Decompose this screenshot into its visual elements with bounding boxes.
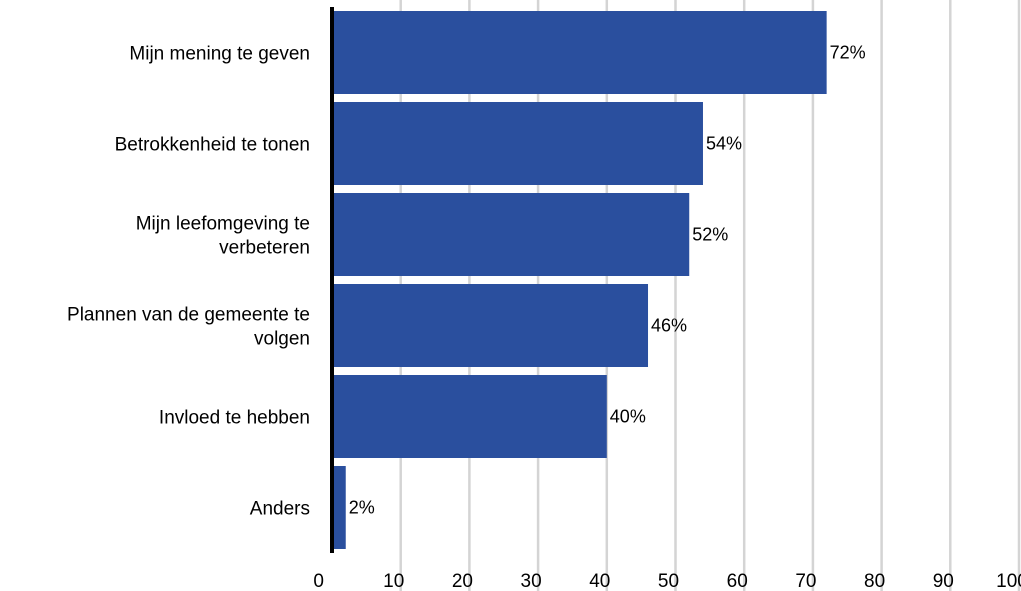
data-label: 40% bbox=[610, 407, 646, 427]
data-label: 54% bbox=[706, 134, 742, 154]
bar bbox=[334, 284, 649, 367]
data-label: 52% bbox=[692, 225, 728, 245]
x-tick-label: 20 bbox=[452, 571, 473, 591]
data-label: 46% bbox=[651, 316, 687, 336]
category-label-line: Betrokkenheid te tonen bbox=[115, 135, 310, 156]
x-tick-label: 90 bbox=[933, 571, 954, 591]
bar bbox=[334, 102, 703, 185]
bar bbox=[334, 466, 346, 549]
category-label-line: Invloed te hebben bbox=[159, 408, 310, 429]
category-label-line: Plannen van de gemeente te bbox=[67, 305, 310, 326]
category-label-line: Mijn leefomgeving te bbox=[136, 214, 310, 235]
category-label: Invloed te hebben bbox=[159, 408, 310, 429]
category-label: Mijn leefomgeving te verbeteren bbox=[136, 214, 310, 259]
data-label: 2% bbox=[349, 498, 375, 518]
x-tick-label: 0 bbox=[313, 571, 324, 591]
bar bbox=[334, 11, 827, 94]
x-tick-label: 60 bbox=[727, 571, 748, 591]
x-tick-label: 30 bbox=[521, 571, 542, 591]
category-label: Mijn mening te geven bbox=[129, 44, 310, 65]
x-tick-label: 40 bbox=[589, 571, 610, 591]
x-tick-labels: 0 10 20 30 40 50 60 70 80 90 100 bbox=[313, 571, 1021, 591]
data-label: 72% bbox=[830, 43, 866, 63]
bar bbox=[334, 375, 607, 458]
category-label-line: volgen bbox=[254, 329, 310, 350]
category-label: Betrokkenheid te tonen bbox=[115, 135, 310, 156]
x-tick-label: 10 bbox=[383, 571, 404, 591]
category-label-line: verbeteren bbox=[219, 238, 310, 259]
category-label-line: Anders bbox=[250, 499, 310, 520]
x-tick-label: 100 bbox=[996, 571, 1021, 591]
category-label-line: Mijn mening te geven bbox=[129, 44, 310, 65]
category-label: Anders bbox=[250, 499, 310, 520]
x-tick-label: 50 bbox=[658, 571, 679, 591]
bars bbox=[334, 11, 827, 549]
grid-lines bbox=[399, 0, 1021, 591]
category-label: Plannen van de gemeente te volgen bbox=[67, 305, 310, 350]
bar bbox=[334, 193, 690, 276]
x-tick-label: 80 bbox=[864, 571, 885, 591]
data-labels: 72% 54% 52% 46% 40% 2% bbox=[349, 43, 866, 518]
category-labels: Mijn mening te geven Betrokkenheid te ton… bbox=[67, 44, 310, 520]
x-tick-label: 70 bbox=[795, 571, 816, 591]
